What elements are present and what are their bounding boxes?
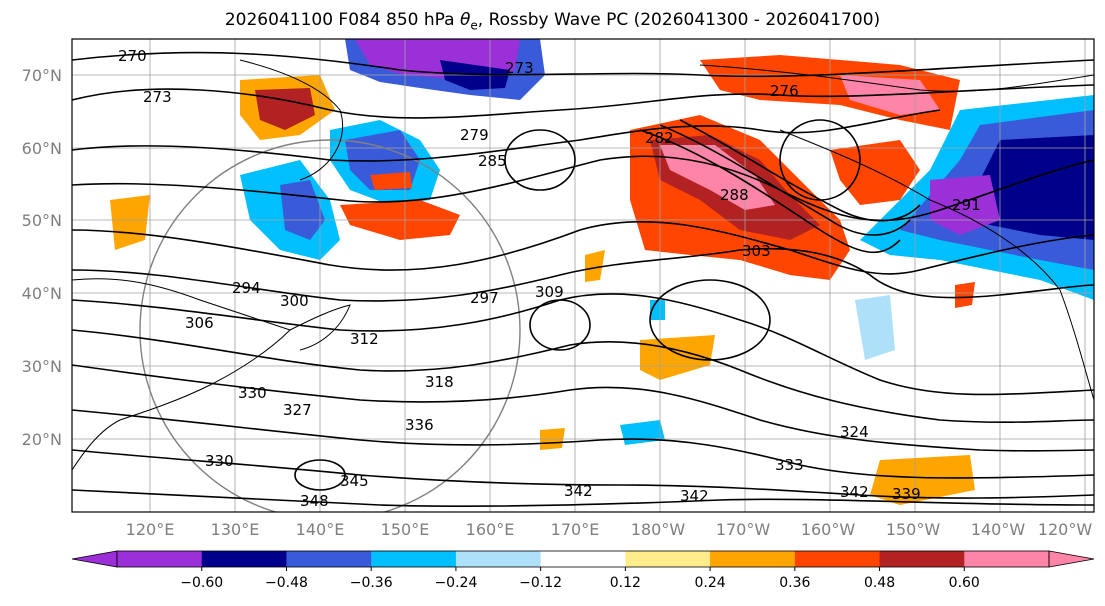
colorbar-tick-label: −0.48 [265, 575, 308, 591]
lon-label: 140°E [296, 520, 345, 539]
colorbar-tick-label: −0.12 [519, 575, 562, 591]
contour-label: 297 [470, 289, 499, 307]
contour-label: 309 [535, 283, 564, 301]
colorbar-tick-label: −0.60 [180, 575, 223, 591]
contour-label: 342 [564, 482, 593, 500]
colorbar-extend-high [1048, 550, 1095, 568]
colorbar-tick-label: 0.24 [695, 575, 726, 591]
contour-label: 345 [340, 472, 369, 490]
contour-label: 285 [478, 152, 507, 170]
map-frame [71, 38, 1095, 513]
colorbar-swatch [117, 551, 203, 567]
colorbar-swatch [371, 551, 457, 567]
lat-label: 40°N [22, 284, 62, 303]
contour-label: 318 [425, 373, 454, 391]
colorbar-swatch [540, 551, 626, 567]
contour-label: 339 [892, 485, 921, 503]
theta-e-contours [72, 51, 1094, 507]
colorbar-extend-low [71, 550, 118, 568]
contour-label: 279 [460, 126, 489, 144]
lon-label: 150°E [381, 520, 430, 539]
contour-label: 336 [405, 416, 434, 434]
colorbar-tick-label: 0.48 [864, 575, 895, 591]
contour-label: 306 [185, 314, 214, 332]
coastlines [72, 59, 1094, 471]
longitude-labels: 120°E 130°E 140°E 150°E 160°E 170°E 180°… [126, 520, 1093, 539]
lon-label: 160°E [466, 520, 515, 539]
colorbar-swatch [964, 551, 1050, 567]
contour-label: 294 [232, 279, 261, 297]
graticule [72, 39, 1094, 512]
contour-label: 342 [840, 483, 869, 501]
lon-label: 140°W [971, 520, 1026, 539]
map-field: 270 273 273 276 279 282 285 288 291 294 … [72, 39, 1094, 512]
contour-label: 282 [645, 129, 674, 147]
colorbar-swatch [201, 551, 287, 567]
contour-label: 273 [143, 88, 172, 106]
contour-label: 303 [742, 242, 771, 260]
colorbar-tick-label: 0.60 [949, 575, 980, 591]
lon-label: 120°W [1038, 520, 1093, 539]
colorbar-tick-label: −0.36 [350, 575, 393, 591]
colorbar-swatch [455, 551, 542, 567]
colorbar-swatch [879, 551, 965, 567]
contour-label: 324 [840, 423, 869, 441]
colorbar-swatch [794, 551, 881, 567]
colorbar: −0.60 −0.48 −0.36 −0.24 −0.12 0.12 0.24 0.36 0.4… [71, 550, 1095, 591]
contour-label: 288 [720, 186, 749, 204]
contour-label: 342 [680, 487, 709, 505]
colorbar-swatch [710, 551, 796, 567]
map-title: 2026041100 F084 850 hPa θe, Rossby Wave … [224, 10, 881, 33]
colorbar-tick-label: −0.24 [434, 575, 477, 591]
colorbar-outline [116, 550, 1050, 568]
lon-label: 180°W [631, 520, 686, 539]
contour-label: 330 [238, 384, 267, 402]
lon-label: 120°E [126, 520, 175, 539]
contour-label: 327 [283, 401, 312, 419]
contour-label: 312 [350, 330, 379, 348]
lat-label: 70°N [22, 66, 62, 85]
contour-label: 291 [952, 196, 981, 214]
contour-label: 330 [205, 452, 234, 470]
lon-label: 170°E [551, 520, 600, 539]
contour-label: 348 [300, 492, 329, 510]
contour-label: 333 [775, 456, 804, 474]
contour-label: 276 [770, 82, 799, 100]
colorbar-tick-label: 0.12 [610, 575, 641, 591]
lat-label: 30°N [22, 357, 62, 376]
contour-label: 273 [505, 59, 534, 77]
lon-label: 170°W [716, 520, 771, 539]
colorbar-swatch [286, 551, 372, 567]
lon-label: 160°W [801, 520, 856, 539]
lon-label: 130°E [211, 520, 260, 539]
contour-label: 300 [280, 292, 309, 310]
lat-label: 50°N [22, 211, 62, 230]
lon-label: 150°W [886, 520, 941, 539]
lat-label: 60°N [22, 139, 62, 158]
contour-label-group: 270 273 273 276 279 282 285 288 291 294 … [118, 47, 981, 510]
lat-label: 20°N [22, 430, 62, 449]
colorbar-swatch [625, 551, 711, 567]
reference-circle [139, 139, 521, 512]
contour-label: 270 [118, 47, 147, 65]
latitude-labels: 70°N 60°N 50°N 40°N 30°N 20°N [22, 66, 62, 449]
colorbar-tick-label: 0.36 [779, 575, 810, 591]
